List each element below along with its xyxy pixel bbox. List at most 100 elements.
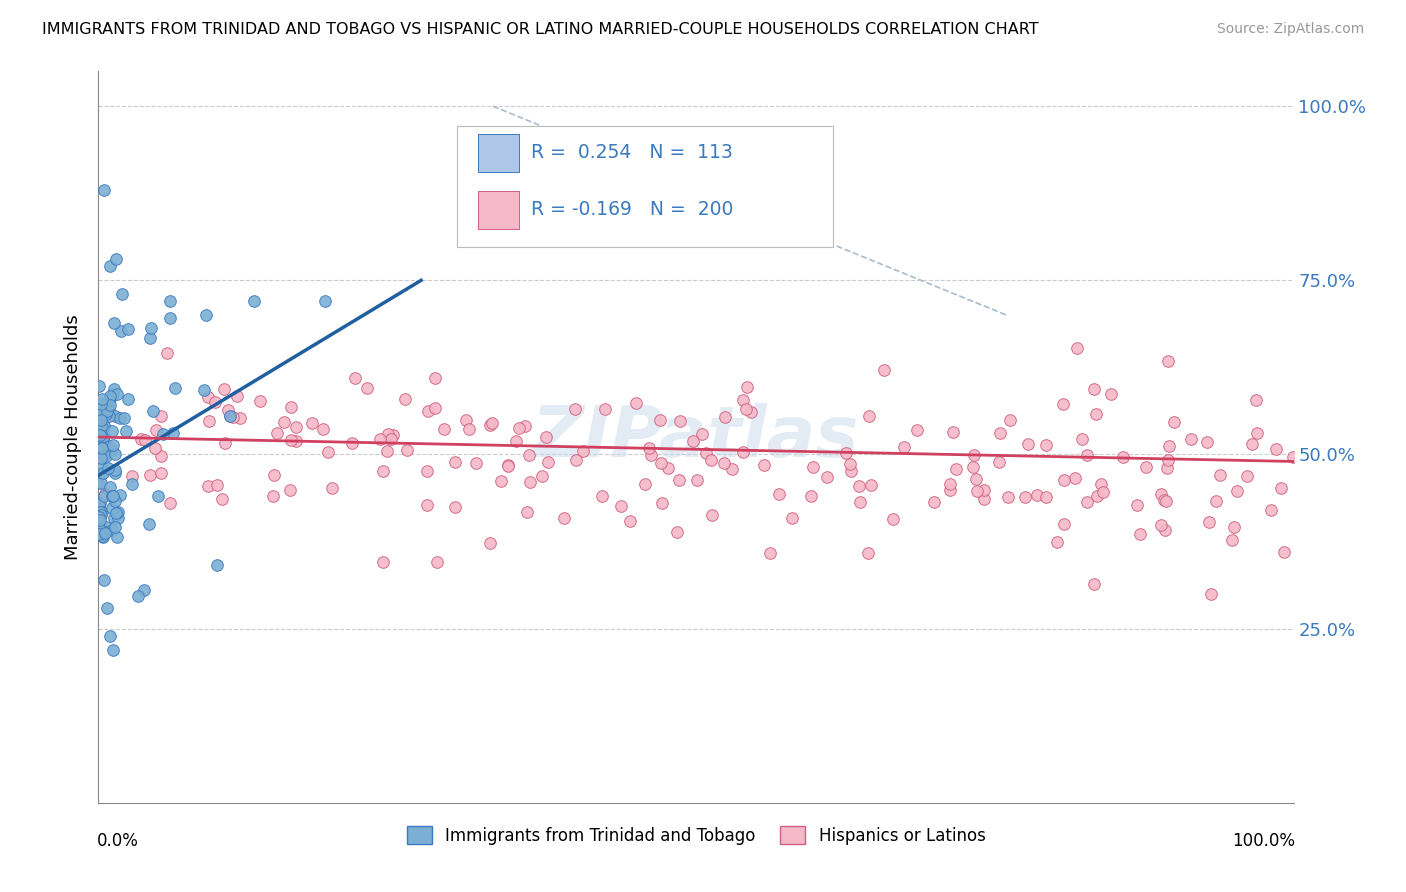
Point: [139, 331, 162, 345]
Point: [94, 486, 117, 500]
Point: [668, 414, 690, 428]
Point: [534, 430, 557, 444]
Point: [89, 505, 111, 519]
Point: [1270, 482, 1292, 496]
Point: [101, 642, 124, 657]
Point: [835, 446, 858, 460]
Point: [1208, 468, 1230, 483]
Legend: Immigrants from Trinidad and Tobago, Hispanics or Latinos: Immigrants from Trinidad and Tobago, His…: [398, 818, 994, 853]
Point: [839, 464, 862, 478]
Point: [1090, 477, 1112, 491]
Point: [1150, 487, 1173, 501]
Point: [205, 477, 228, 491]
Point: [262, 489, 284, 503]
Point: [714, 410, 737, 425]
Point: [1135, 459, 1157, 474]
Point: [1085, 489, 1108, 503]
Point: [218, 409, 240, 423]
Point: [229, 411, 252, 425]
Point: [1076, 495, 1098, 509]
Point: [1156, 461, 1178, 475]
Point: [443, 500, 465, 515]
Point: [1063, 471, 1085, 485]
Point: [973, 492, 995, 507]
Point: [96, 404, 118, 418]
Point: [481, 416, 503, 430]
Point: [89, 510, 111, 524]
Point: [96, 600, 118, 615]
Point: [564, 401, 586, 416]
Point: [132, 582, 155, 597]
Point: [301, 417, 323, 431]
Y-axis label: Married-couple Households: Married-couple Households: [65, 314, 83, 560]
Point: [1014, 490, 1036, 504]
Point: [537, 455, 560, 469]
Point: [90, 421, 112, 435]
Point: [91, 505, 114, 519]
Point: [139, 468, 162, 483]
Point: [101, 490, 124, 504]
Text: R =  0.254   N =  113: R = 0.254 N = 113: [531, 143, 733, 162]
Point: [91, 525, 114, 540]
Point: [375, 443, 398, 458]
Point: [89, 415, 111, 429]
Point: [721, 461, 744, 475]
Point: [91, 530, 114, 544]
Point: [637, 441, 659, 455]
Point: [107, 505, 129, 519]
Point: [150, 466, 173, 480]
Point: [93, 429, 115, 443]
Point: [94, 450, 117, 464]
Point: [91, 441, 114, 455]
Point: [945, 462, 967, 476]
Point: [285, 420, 308, 434]
Point: [98, 629, 122, 643]
Point: [221, 410, 243, 425]
Point: [634, 476, 657, 491]
Point: [489, 474, 512, 488]
Point: [1035, 438, 1057, 452]
Point: [90, 508, 112, 523]
Point: [91, 421, 114, 435]
Point: [839, 457, 862, 471]
Point: [87, 508, 110, 523]
Point: [89, 521, 111, 535]
Point: [204, 395, 226, 409]
Point: [197, 479, 219, 493]
Point: [165, 381, 187, 395]
Point: [1205, 494, 1227, 508]
Point: [1000, 413, 1022, 427]
Point: [456, 413, 478, 427]
Point: [129, 432, 152, 446]
Point: [104, 447, 127, 461]
Point: [117, 322, 139, 336]
Point: [89, 527, 111, 541]
Point: [695, 446, 717, 460]
Point: [1195, 435, 1218, 450]
Point: [1260, 503, 1282, 517]
Point: [1264, 442, 1286, 456]
Point: [859, 478, 882, 492]
Point: [1223, 520, 1246, 534]
Text: R = -0.169   N =  200: R = -0.169 N = 200: [531, 200, 734, 219]
Point: [93, 183, 115, 197]
Point: [321, 482, 343, 496]
Point: [593, 401, 616, 416]
Point: [98, 398, 121, 412]
Point: [90, 397, 112, 411]
Point: [104, 466, 127, 480]
Point: [340, 436, 363, 450]
Point: [686, 473, 709, 487]
Point: [1084, 407, 1107, 421]
Point: [193, 383, 215, 397]
Point: [225, 389, 247, 403]
Point: [344, 371, 367, 385]
Point: [98, 389, 121, 403]
Point: [1053, 516, 1076, 531]
Point: [458, 422, 481, 436]
Point: [93, 489, 115, 503]
Point: [650, 456, 672, 470]
Point: [214, 436, 236, 450]
Point: [89, 379, 111, 393]
Point: [1017, 436, 1039, 450]
